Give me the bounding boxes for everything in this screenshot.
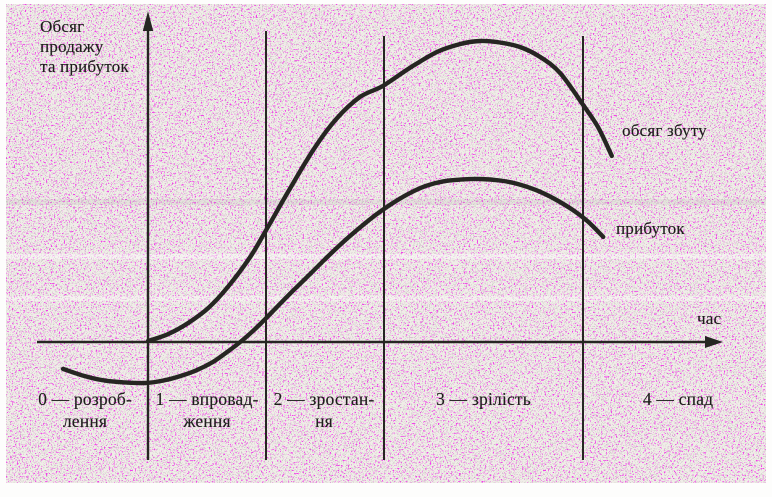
- phase-label-1-line-2: ження: [183, 411, 231, 431]
- phase-label-1-line-1: 1 — впровад-: [155, 389, 259, 409]
- phase-label-0-line-1: 0 — розроб-: [38, 389, 132, 409]
- scanner-streak-3: [6, 296, 766, 301]
- phase-label-1: 1 — впровад- ження: [148, 388, 266, 440]
- y-axis-title-line-2: продажу: [40, 37, 104, 56]
- y-axis-arrowhead: [142, 11, 154, 31]
- phase-label-3: 3 — зрілість: [384, 388, 583, 440]
- phase-label-4: 4 — спад: [585, 388, 771, 440]
- phase-label-4-line-1: 4 — спад: [642, 389, 714, 409]
- y-axis-title: Обсяг продажу та прибуток: [40, 17, 129, 77]
- sales-curve-label: обсяг збуту: [622, 121, 707, 140]
- phase-label-2: 2 — зростан- ня: [264, 388, 384, 440]
- sales-curve: [145, 38, 614, 344]
- phase-label-0: 0 — розроб- лення: [8, 388, 162, 440]
- phase-label-2-line-1: 2 — зростан-: [273, 389, 375, 409]
- x-axis-title: час: [697, 309, 722, 328]
- y-axis-title-line-3: та прибуток: [40, 57, 129, 76]
- profit-curve: [60, 176, 606, 386]
- scanner-streak-2: [6, 254, 766, 259]
- y-axis-title-line-1: Обсяг: [40, 17, 85, 36]
- scanner-streak-1: [6, 199, 766, 205]
- profit-curve-label: прибуток: [616, 219, 685, 238]
- phase-label-2-line-2: ня: [315, 411, 333, 431]
- x-axis-arrowhead: [705, 336, 723, 348]
- phase-label-0-line-2: лення: [62, 411, 108, 431]
- phase-label-3-line-1: 3 — зрілість: [436, 389, 531, 409]
